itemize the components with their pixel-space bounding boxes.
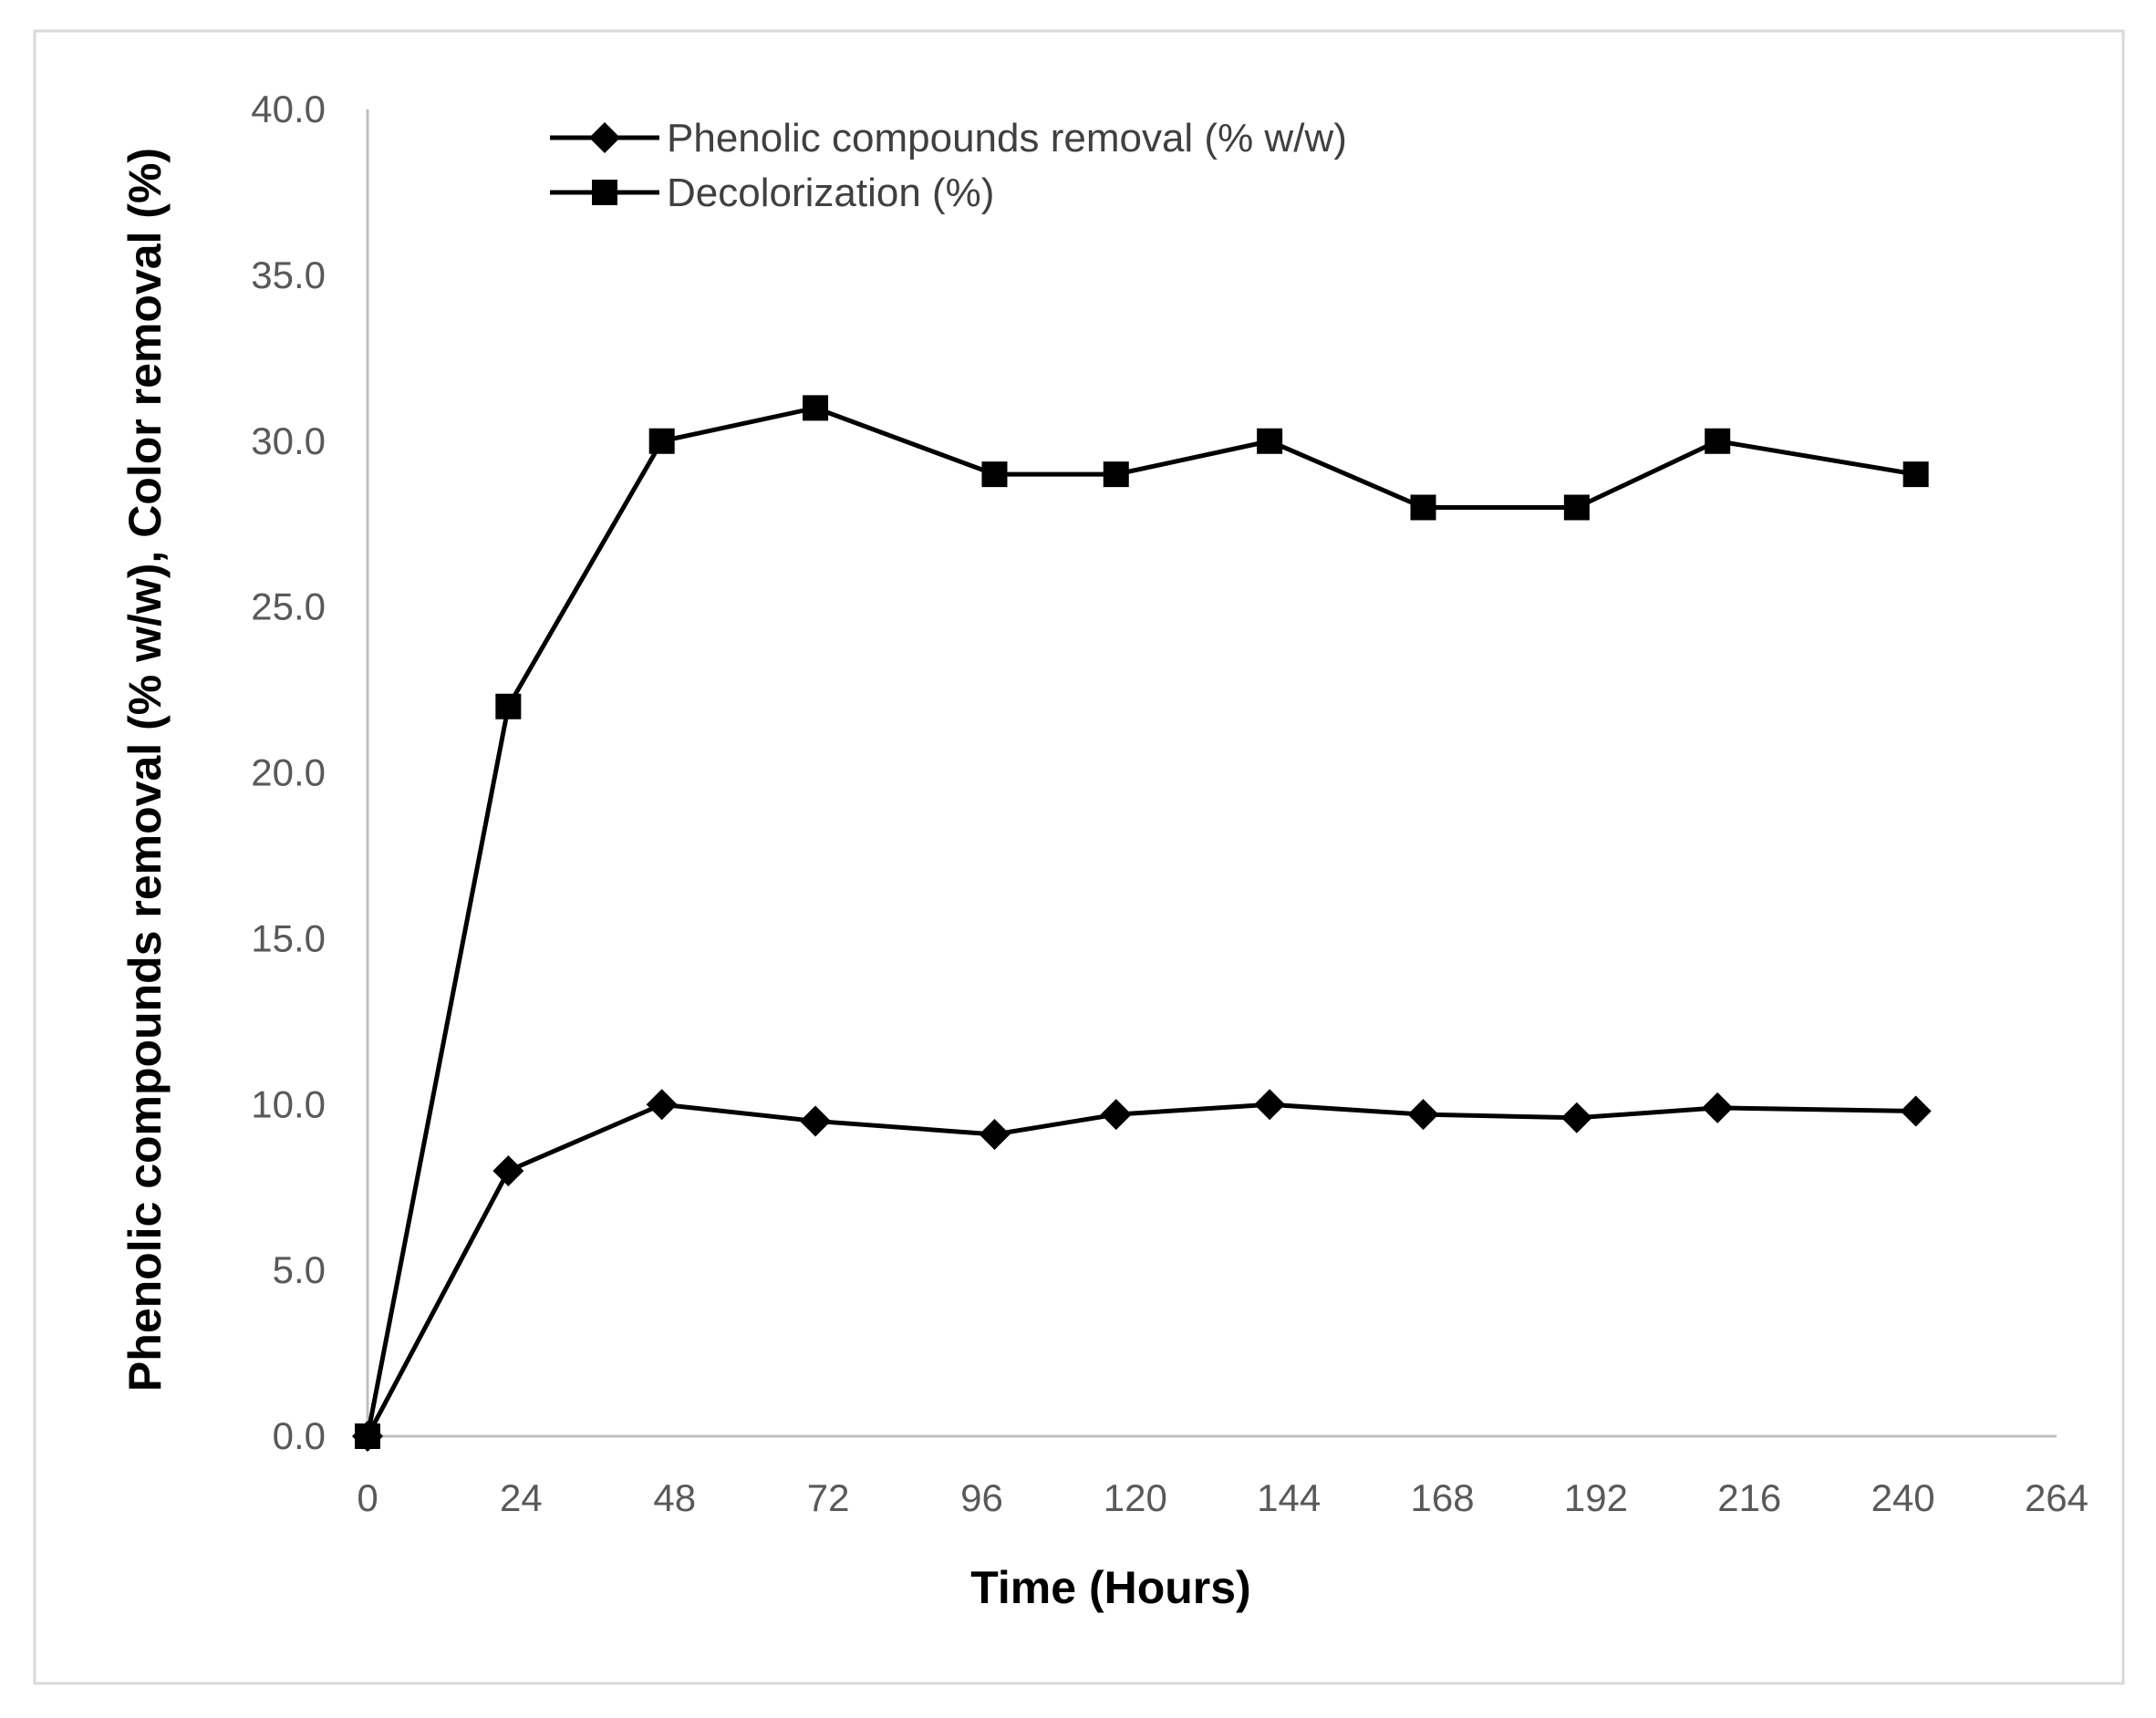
y-tick-label: 40.0 xyxy=(251,88,326,130)
legend-diamond-marker xyxy=(589,122,620,153)
plot-area xyxy=(352,395,1932,1452)
phenolic-removal-point xyxy=(800,1105,832,1137)
decolorization-point xyxy=(355,1423,380,1449)
x-tick-label: 168 xyxy=(1411,1476,1475,1519)
x-tick-label: 240 xyxy=(1871,1476,1935,1519)
y-axis: 0.0 5.0 10.0 15.0 20.0 25.0 30.0 35.0 40.0 xyxy=(251,88,369,1457)
phenolic-removal-point xyxy=(979,1118,1011,1150)
decolorization-point xyxy=(1705,428,1731,454)
x-tick-label: 216 xyxy=(1717,1476,1781,1519)
y-tick-label: 10.0 xyxy=(251,1082,326,1125)
decolorization-point xyxy=(803,395,829,421)
legend-label: Decolorization (%) xyxy=(667,171,994,215)
decolorization-point xyxy=(495,693,522,719)
phenolic-removal-point xyxy=(1407,1099,1439,1131)
y-tick-label: 25.0 xyxy=(251,585,326,628)
decolorization-point xyxy=(1257,428,1283,454)
decolorization-point xyxy=(1410,494,1436,521)
x-tick-label: 0 xyxy=(357,1476,378,1519)
x-tick-label: 120 xyxy=(1104,1476,1167,1519)
phenolic-removal-point xyxy=(1702,1092,1734,1123)
decolorization-point xyxy=(981,461,1008,488)
decolorization-point xyxy=(1103,461,1129,488)
legend-square-marker xyxy=(592,180,617,205)
x-tick-label: 264 xyxy=(2025,1476,2089,1519)
decolorization-point xyxy=(1902,461,1929,488)
decolorization-point xyxy=(648,428,675,454)
x-tick-label: 72 xyxy=(807,1476,850,1519)
x-tick-label: 24 xyxy=(500,1476,543,1519)
legend-label: Phenolic compounds removal (% w/w) xyxy=(667,116,1347,160)
y-tick-label: 30.0 xyxy=(251,419,326,462)
y-tick-label: 35.0 xyxy=(251,254,326,296)
x-axis: 0 24 48 72 96 120 144 168 192 216 240 264 xyxy=(357,1434,2089,1519)
x-tick-label: 96 xyxy=(960,1476,1003,1519)
legend: Phenolic compounds removal (% w/w) Decolo… xyxy=(550,116,1347,215)
x-axis-title: Time (Hours) xyxy=(970,1562,1250,1613)
x-tick-label: 192 xyxy=(1564,1476,1628,1519)
phenolic-removal-point xyxy=(1900,1095,1932,1127)
x-tick-label: 48 xyxy=(653,1476,696,1519)
y-tick-label: 5.0 xyxy=(273,1248,326,1291)
phenolic-removal-point xyxy=(1560,1102,1592,1133)
y-axis-title: Phenolic compounds removal (% w/w), Colo… xyxy=(119,148,171,1392)
y-tick-label: 0.0 xyxy=(273,1414,326,1457)
decolorization-point xyxy=(1563,494,1590,521)
phenolic-removal-point xyxy=(1100,1099,1132,1131)
phenolic-removal-point xyxy=(646,1089,678,1121)
phenolic-removal-point xyxy=(492,1155,524,1186)
y-tick-label: 20.0 xyxy=(251,751,326,794)
x-tick-label: 144 xyxy=(1257,1476,1321,1519)
y-tick-label: 15.0 xyxy=(251,916,326,959)
phenolic-removal-point xyxy=(1254,1089,1286,1121)
